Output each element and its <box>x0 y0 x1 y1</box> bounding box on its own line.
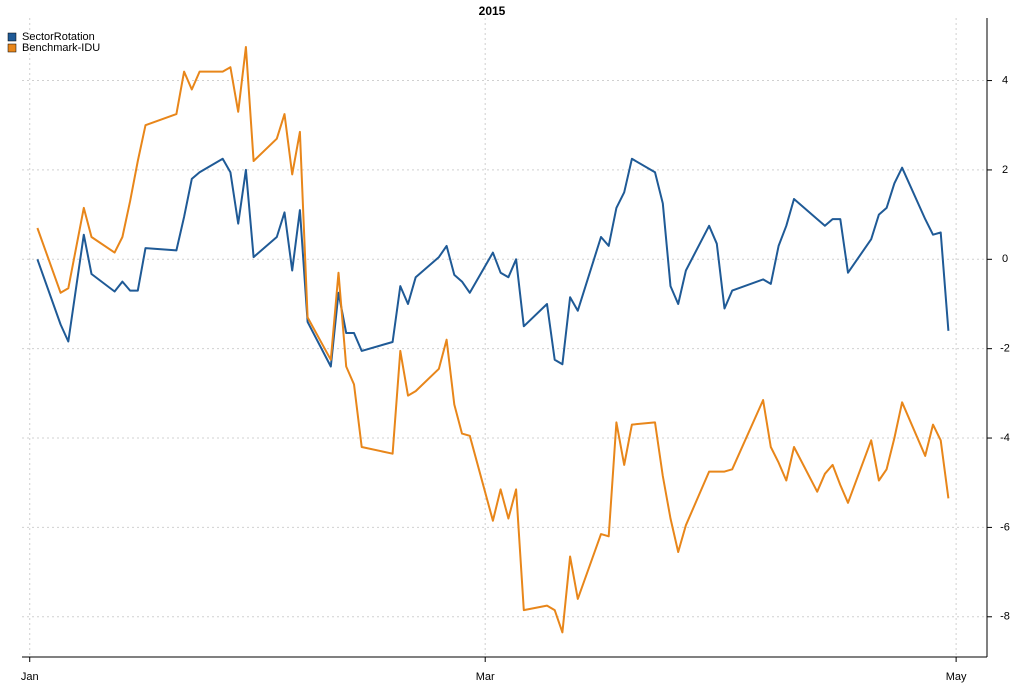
x-tick-label: May <box>946 671 967 683</box>
y-tick-label: -8 <box>1000 611 1010 623</box>
y-tick-label: -4 <box>1000 432 1010 444</box>
series-line <box>36 46 950 634</box>
legend-swatch <box>7 43 17 53</box>
x-tick-label: Jan <box>21 671 39 683</box>
series-line <box>36 157 950 368</box>
chart-title: 2015 <box>479 4 506 18</box>
y-tick-label: -2 <box>1000 343 1010 355</box>
legend-label: SectorRotation <box>22 31 95 43</box>
y-tick-label: 0 <box>1002 253 1008 265</box>
x-tick-label: Mar <box>476 671 495 683</box>
legend-swatch <box>7 32 17 42</box>
y-tick-label: -6 <box>1000 521 1010 533</box>
y-tick-label: 4 <box>1002 74 1008 86</box>
legend-label: Benchmark-IDU <box>22 42 100 54</box>
y-tick-label: 2 <box>1002 164 1008 176</box>
